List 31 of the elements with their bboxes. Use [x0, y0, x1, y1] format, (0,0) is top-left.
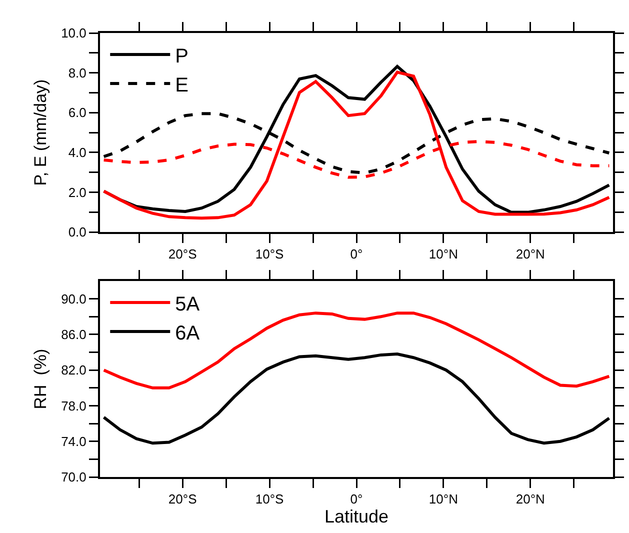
y-tick-label: 82.0	[61, 362, 86, 378]
x-tick-label: 20°S	[168, 246, 198, 262]
x-tick-label: 20°N	[516, 246, 545, 262]
x-tick-label: 20°S	[168, 492, 198, 507]
legend-label: 5A	[175, 293, 200, 316]
y-tick-label: 4.0	[68, 144, 86, 160]
legend-label: P	[175, 45, 188, 68]
x-tick-label: 0°	[350, 492, 363, 507]
y-axis-title: P, E (mm/day)	[31, 79, 50, 186]
legend-label: 6A	[175, 322, 200, 344]
y-tick-label: 78.0	[61, 398, 86, 414]
y-axis-title: RH (%)	[31, 348, 50, 410]
y-tick-label: 90.0	[61, 291, 86, 306]
line-series	[102, 312, 611, 390]
x-axis-title: Latitude	[324, 506, 389, 527]
y-tick-label: 86.0	[61, 327, 86, 342]
x-tick-label: 10°N	[428, 246, 458, 262]
y-tick-label: 0.0	[68, 224, 86, 240]
y-tick-label: 70.0	[61, 470, 86, 485]
y-tick-label: 10.0	[61, 26, 86, 41]
x-tick-label: 0°	[350, 246, 363, 262]
y-tick-label: 74.0	[61, 434, 86, 449]
x-tick-label: 20°N	[516, 492, 545, 507]
y-tick-label: 2.0	[68, 184, 86, 200]
x-tick-label: 10°N	[428, 492, 458, 507]
legend-label: E	[175, 74, 188, 96]
y-tick-label: 8.0	[68, 65, 86, 80]
x-tick-label: 10°S	[255, 246, 284, 262]
y-tick-label: 6.0	[68, 105, 86, 120]
line-series	[102, 352, 611, 445]
x-tick-label: 10°S	[255, 492, 284, 507]
